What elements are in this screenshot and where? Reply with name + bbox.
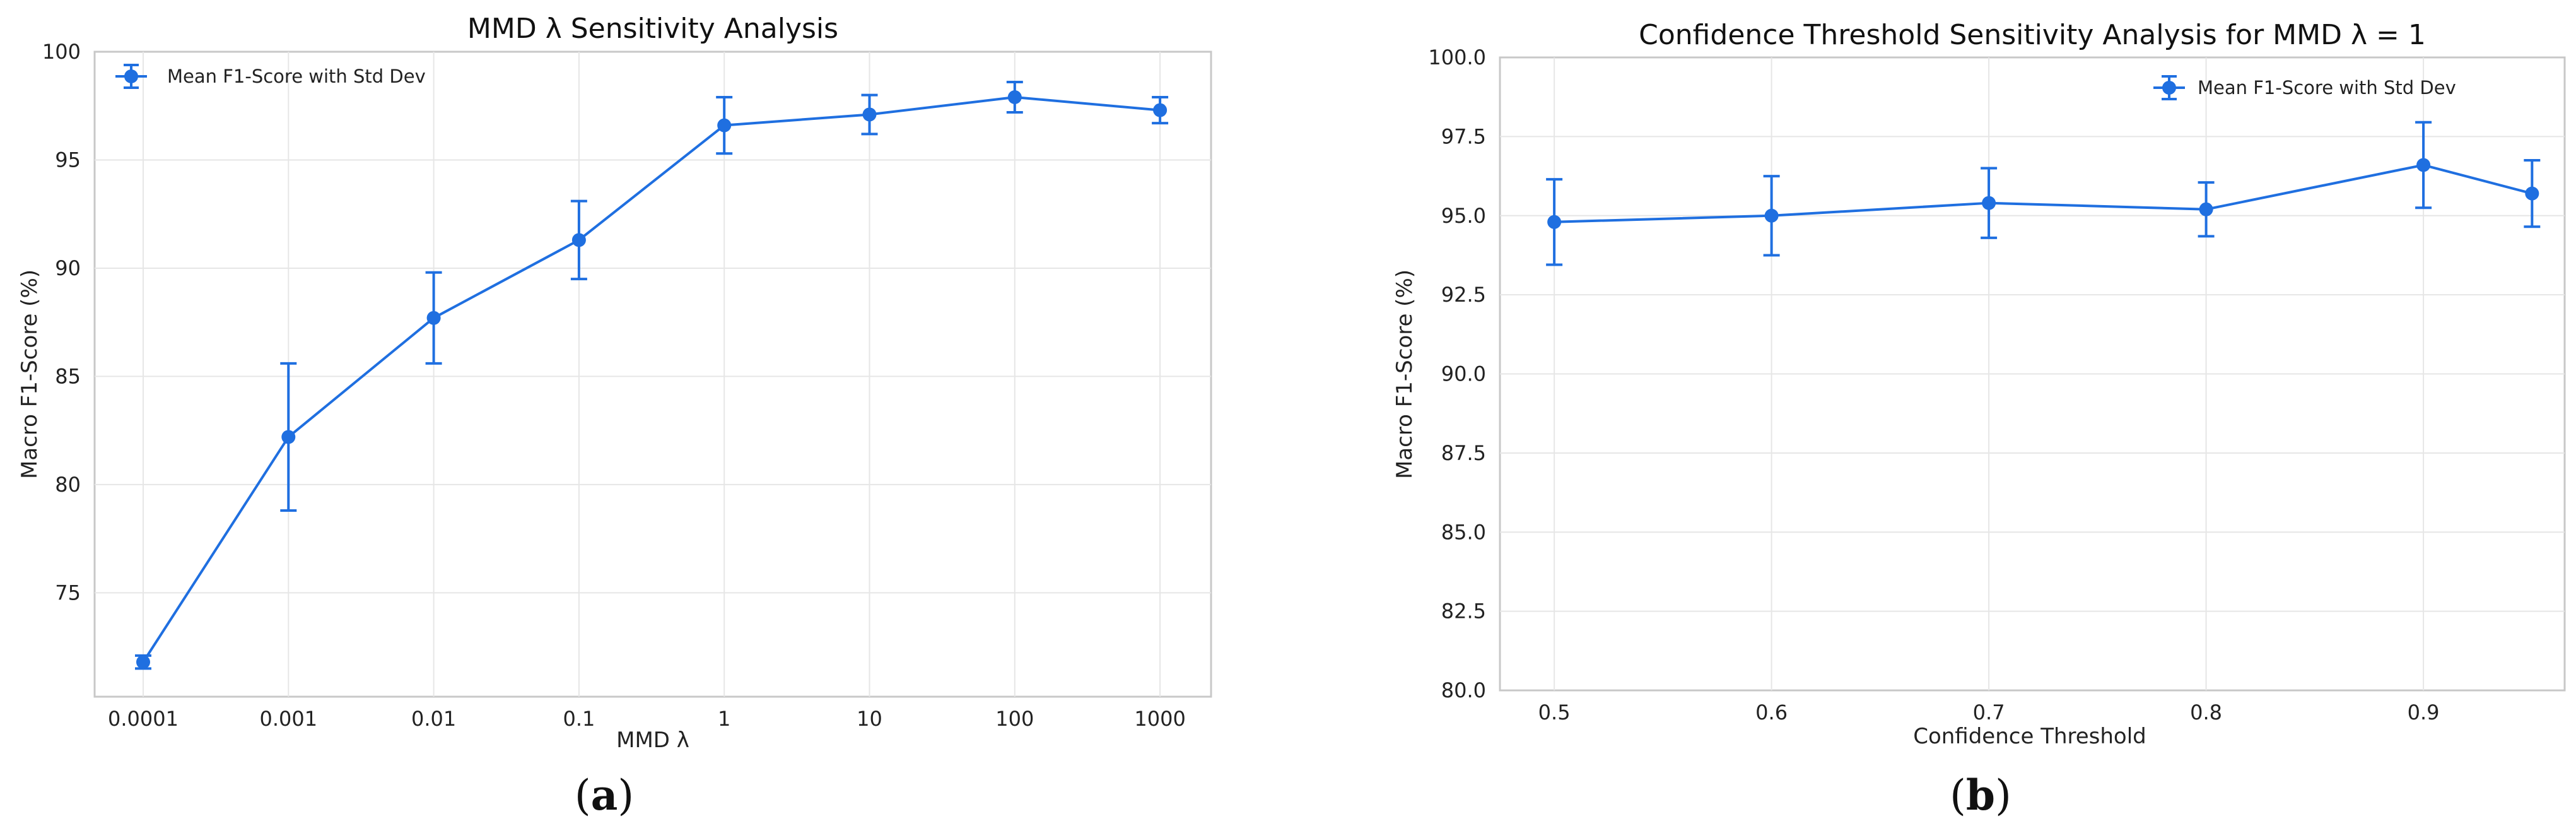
x-axis-label-b: Confidence Threshold — [1913, 724, 2146, 749]
chart-panel-a: 75 80 85 90 95 100 0.0001 0.001 0.01 0.1 1 10 100 100… — [17, 13, 1212, 753]
tick-labels-b: 80.0 82.5 85.0 87.5 90.0 92.5 95.0 97.5 100.0 0.5… — [1428, 45, 2439, 724]
x-tick-label: 100 — [995, 707, 1034, 731]
plot-frame-a — [93, 50, 1212, 698]
x-tick-label: 0.001 — [259, 707, 317, 731]
y-axis-label-a: Macro F1-Score (%) — [17, 269, 42, 479]
y-tick-label: 80 — [55, 473, 81, 497]
data-point — [862, 107, 877, 122]
x-axis-label-a: MMD λ — [616, 728, 689, 753]
y-tick-label: 95.0 — [1441, 204, 1486, 228]
data-point — [2199, 202, 2213, 216]
data-points-b — [1547, 158, 2539, 229]
x-tick-label: 10 — [857, 707, 882, 731]
chart-title-a: MMD λ Sensitivity Analysis — [467, 13, 838, 45]
gridlines-a — [95, 52, 1211, 697]
y-axis-label-b: Macro F1-Score (%) — [1392, 269, 1417, 479]
x-tick-label: 0.8 — [2190, 700, 2222, 724]
y-tick-label: 90.0 — [1441, 362, 1486, 386]
gridlines-b — [1500, 57, 2565, 690]
data-point — [136, 655, 150, 670]
legend-marker-a — [124, 69, 138, 83]
tick-labels-a: 75 80 85 90 95 100 0.0001 0.001 0.01 0.1 1 10 100 100… — [42, 40, 1186, 731]
x-tick-label: 0.01 — [411, 707, 456, 731]
data-point — [1982, 196, 1996, 210]
data-point — [717, 118, 732, 133]
data-points-a — [136, 90, 1168, 670]
y-tick-label: 75 — [55, 581, 81, 605]
x-tick-label: 1000 — [1134, 707, 1185, 731]
data-point — [1547, 215, 1562, 229]
y-tick-label: 95 — [55, 148, 81, 172]
data-point — [1764, 208, 1779, 223]
legend-label-a: Mean F1-Score with Std Dev — [167, 66, 426, 87]
x-tick-label: 1 — [718, 707, 730, 731]
panel-caption-b: (b) — [1950, 771, 2011, 820]
chart-panel-b: 80.0 82.5 85.0 87.5 90.0 92.5 95.0 97.5 100.0 0.5… — [1392, 19, 2566, 749]
series-line-a — [142, 96, 1161, 663]
data-point — [571, 233, 586, 247]
x-tick-label: 0.9 — [2408, 700, 2440, 724]
data-point — [281, 430, 296, 444]
legend-marker-b — [2162, 81, 2176, 95]
y-tick-label: 82.5 — [1441, 600, 1486, 623]
series-line-b — [1554, 163, 2532, 223]
x-tick-label: 0.6 — [1755, 700, 1788, 724]
y-tick-label: 85.0 — [1441, 520, 1486, 544]
y-tick-label: 92.5 — [1441, 283, 1486, 307]
legend-b: Mean F1-Score with Std Dev — [2153, 75, 2456, 100]
y-tick-label: 87.5 — [1441, 441, 1486, 465]
panel-caption-a-letter: a — [591, 771, 618, 820]
data-point — [1153, 103, 1168, 117]
y-tick-label: 97.5 — [1441, 124, 1486, 148]
legend-a: Mean F1-Score with Std Dev — [115, 64, 426, 89]
data-point — [2416, 158, 2431, 172]
panel-caption-b-letter: b — [1966, 771, 1995, 820]
data-point — [1007, 90, 1022, 105]
x-tick-label: 0.1 — [563, 707, 595, 731]
panel-caption-a: (a) — [575, 771, 634, 820]
y-tick-label: 85 — [55, 364, 81, 388]
x-tick-label: 0.0001 — [108, 707, 179, 731]
data-point — [426, 310, 441, 325]
y-tick-label: 80.0 — [1441, 678, 1486, 702]
legend-label-b: Mean F1-Score with Std Dev — [2198, 77, 2456, 98]
x-tick-label: 0.7 — [1973, 700, 2005, 724]
x-tick-label: 0.5 — [1538, 700, 1571, 724]
data-point — [2525, 186, 2539, 201]
y-tick-label: 90 — [55, 256, 81, 280]
y-tick-label: 100 — [42, 40, 81, 64]
y-tick-label: 100.0 — [1428, 45, 1486, 69]
chart-title-b: Confidence Threshold Sensitivity Analysi… — [1639, 19, 2426, 51]
